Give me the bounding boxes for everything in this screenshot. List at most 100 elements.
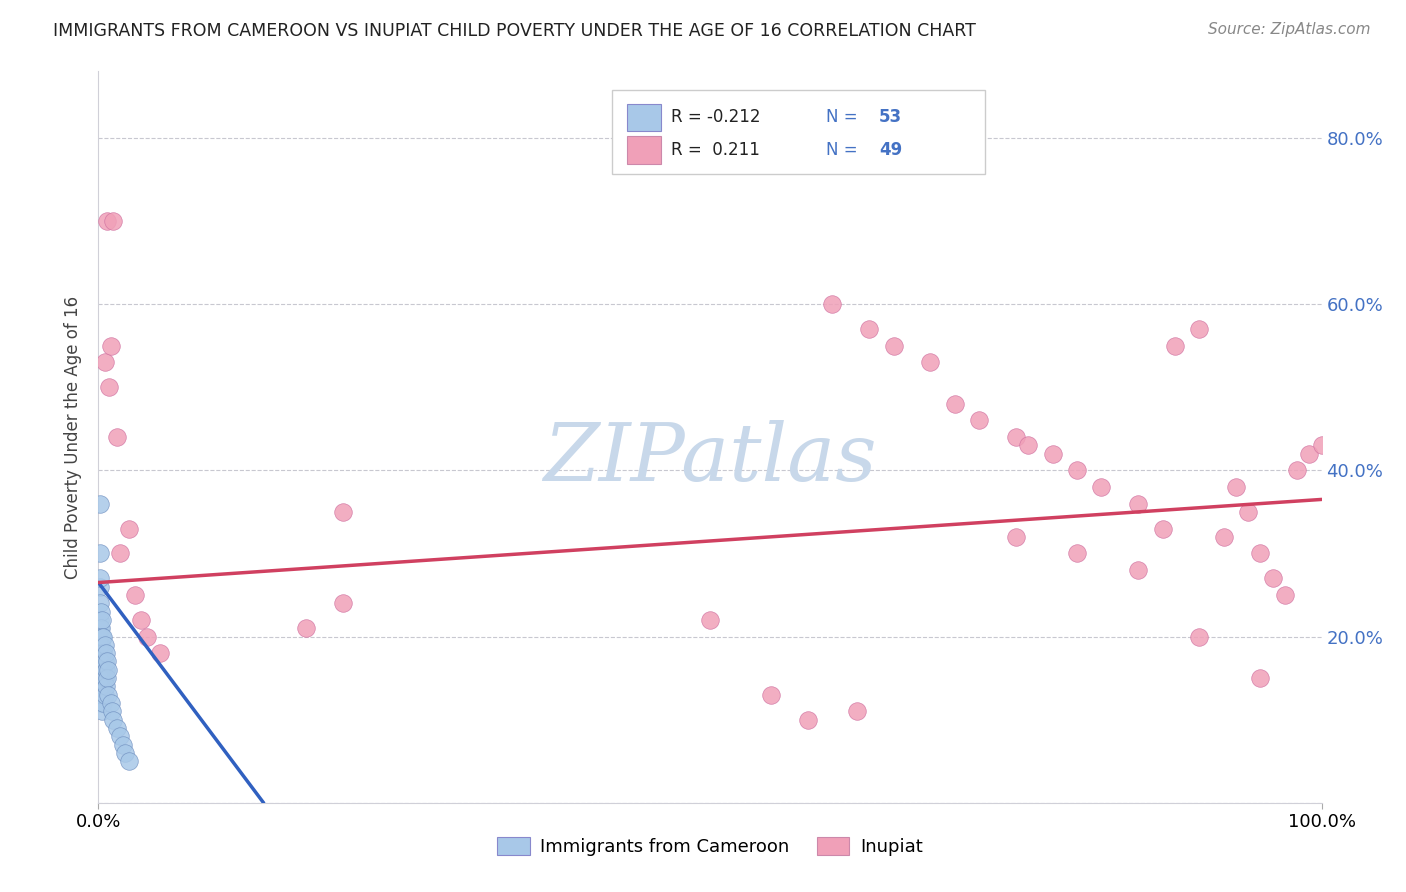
- Text: R = -0.212: R = -0.212: [671, 109, 761, 127]
- FancyBboxPatch shape: [612, 90, 986, 174]
- Point: [89, 671, 111, 685]
- Point: [89, 580, 111, 594]
- Text: IMMIGRANTS FROM CAMEROON VS INUPIAT CHILD POVERTY UNDER THE AGE OF 16 CORRELATIO: IMMIGRANTS FROM CAMEROON VS INUPIAT CHIL…: [53, 22, 976, 40]
- Point: [94, 646, 117, 660]
- Bar: [627, 136, 661, 163]
- Point: [858, 322, 880, 336]
- Text: N =: N =: [827, 109, 863, 127]
- Text: ZIPatlas: ZIPatlas: [543, 420, 877, 498]
- Point: [1249, 546, 1271, 560]
- Point: [105, 721, 128, 735]
- Point: [110, 546, 132, 560]
- Point: [110, 729, 132, 743]
- Point: [332, 505, 354, 519]
- Point: [89, 655, 111, 669]
- Point: [90, 655, 112, 669]
- Point: [91, 630, 114, 644]
- Point: [101, 705, 124, 719]
- Point: [91, 646, 114, 660]
- Text: 49: 49: [879, 141, 903, 159]
- Point: [1310, 438, 1333, 452]
- Point: [332, 596, 354, 610]
- Point: [91, 671, 114, 685]
- Point: [295, 621, 318, 635]
- Point: [93, 355, 115, 369]
- Point: [89, 630, 111, 644]
- Point: [1004, 530, 1026, 544]
- Legend: Immigrants from Cameroon, Inupiat: Immigrants from Cameroon, Inupiat: [489, 830, 931, 863]
- Point: [124, 588, 146, 602]
- Point: [96, 655, 118, 669]
- Point: [1128, 563, 1150, 577]
- Point: [96, 214, 118, 228]
- Point: [1152, 521, 1174, 535]
- Point: [797, 713, 820, 727]
- Point: [1164, 338, 1187, 352]
- Point: [93, 638, 115, 652]
- Point: [1225, 480, 1247, 494]
- Point: [89, 497, 111, 511]
- Point: [149, 646, 172, 660]
- Point: [943, 397, 966, 411]
- Point: [114, 746, 136, 760]
- Point: [89, 638, 111, 652]
- Point: [89, 663, 111, 677]
- Point: [118, 521, 141, 535]
- Point: [105, 430, 128, 444]
- Point: [96, 671, 118, 685]
- Point: [93, 688, 115, 702]
- Point: [845, 705, 868, 719]
- Point: [967, 413, 990, 427]
- Point: [883, 338, 905, 352]
- Point: [90, 663, 112, 677]
- Point: [101, 713, 124, 727]
- Point: [90, 671, 112, 685]
- Point: [129, 613, 152, 627]
- Point: [136, 630, 159, 644]
- Point: [89, 613, 111, 627]
- Point: [1066, 463, 1088, 477]
- Point: [1188, 630, 1211, 644]
- Point: [90, 605, 112, 619]
- Point: [1017, 438, 1039, 452]
- Point: [101, 214, 124, 228]
- Point: [90, 688, 112, 702]
- Point: [920, 355, 942, 369]
- Point: [1090, 480, 1112, 494]
- Point: [93, 671, 115, 685]
- Point: [89, 546, 111, 560]
- Point: [100, 696, 122, 710]
- Point: [821, 297, 844, 311]
- Point: [91, 646, 114, 660]
- Point: [94, 663, 117, 677]
- Point: [100, 338, 122, 352]
- Point: [1261, 571, 1284, 585]
- Point: [90, 680, 112, 694]
- Point: [91, 680, 114, 694]
- Text: R =  0.211: R = 0.211: [671, 141, 759, 159]
- Point: [91, 663, 114, 677]
- Point: [1212, 530, 1234, 544]
- Point: [89, 680, 111, 694]
- Point: [761, 688, 783, 702]
- Point: [1004, 430, 1026, 444]
- Point: [1042, 447, 1064, 461]
- Point: [1188, 322, 1211, 336]
- Text: N =: N =: [827, 141, 863, 159]
- Point: [91, 696, 114, 710]
- Point: [97, 688, 120, 702]
- Point: [91, 613, 114, 627]
- Point: [699, 613, 721, 627]
- Point: [1298, 447, 1320, 461]
- Point: [89, 621, 111, 635]
- Text: Source: ZipAtlas.com: Source: ZipAtlas.com: [1208, 22, 1371, 37]
- Point: [97, 663, 120, 677]
- Point: [1286, 463, 1309, 477]
- Point: [111, 738, 134, 752]
- Point: [93, 655, 115, 669]
- Text: 53: 53: [879, 109, 903, 127]
- Point: [89, 571, 111, 585]
- Point: [1274, 588, 1296, 602]
- Point: [90, 638, 112, 652]
- Point: [94, 680, 117, 694]
